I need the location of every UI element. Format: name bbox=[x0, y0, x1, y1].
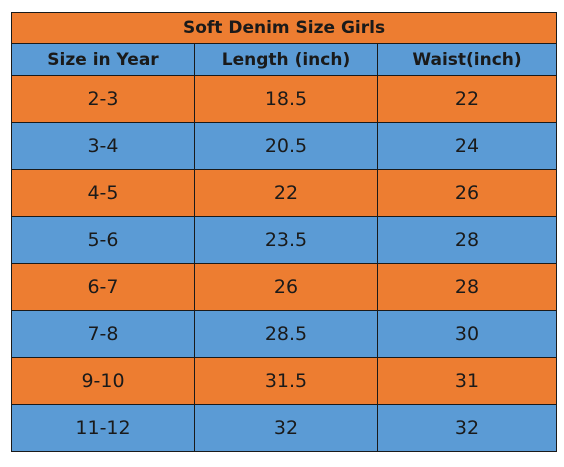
header-row: Size in Year Length (inch) Waist(inch) bbox=[11, 43, 558, 76]
length-cell: 23.5 bbox=[194, 216, 378, 264]
length-cell: 20.5 bbox=[194, 122, 378, 170]
size-cell: 5-6 bbox=[11, 216, 195, 264]
size-cell: 7-8 bbox=[11, 310, 195, 358]
table-title: Soft Denim Size Girls bbox=[10, 12, 558, 44]
size-cell: 6-7 bbox=[11, 263, 195, 311]
header-size-in-year: Size in Year bbox=[11, 43, 195, 76]
size-chart-table: Soft Denim Size Girls Size in Year Lengt… bbox=[10, 12, 558, 452]
table-row: 2-3 18.5 22 bbox=[11, 75, 558, 123]
size-cell: 9-10 bbox=[11, 357, 195, 405]
length-cell: 31.5 bbox=[194, 357, 378, 405]
table-row: 4-5 22 26 bbox=[11, 169, 558, 217]
length-cell: 32 bbox=[194, 404, 378, 452]
table-row: 7-8 28.5 30 bbox=[11, 310, 558, 358]
waist-cell: 28 bbox=[376, 263, 558, 311]
waist-cell: 32 bbox=[376, 404, 558, 452]
length-cell: 28.5 bbox=[194, 310, 378, 358]
header-length-inch: Length (inch) bbox=[194, 43, 378, 76]
header-waist-inch: Waist(inch) bbox=[376, 43, 558, 76]
table-row: 3-4 20.5 24 bbox=[11, 122, 558, 170]
length-cell: 26 bbox=[194, 263, 378, 311]
table-row: 5-6 23.5 28 bbox=[11, 216, 558, 264]
table-row: 11-12 32 32 bbox=[11, 404, 558, 452]
waist-cell: 31 bbox=[376, 357, 558, 405]
waist-cell: 28 bbox=[376, 216, 558, 264]
size-cell: 11-12 bbox=[11, 404, 195, 452]
waist-cell: 26 bbox=[376, 169, 558, 217]
title-row: Soft Denim Size Girls bbox=[10, 12, 558, 44]
waist-cell: 24 bbox=[376, 122, 558, 170]
table-row: 6-7 26 28 bbox=[11, 263, 558, 311]
size-cell: 2-3 bbox=[11, 75, 195, 123]
length-cell: 18.5 bbox=[194, 75, 378, 123]
length-cell: 22 bbox=[194, 169, 378, 217]
table-row: 9-10 31.5 31 bbox=[11, 357, 558, 405]
size-cell: 4-5 bbox=[11, 169, 195, 217]
waist-cell: 30 bbox=[376, 310, 558, 358]
size-cell: 3-4 bbox=[11, 122, 195, 170]
waist-cell: 22 bbox=[376, 75, 558, 123]
